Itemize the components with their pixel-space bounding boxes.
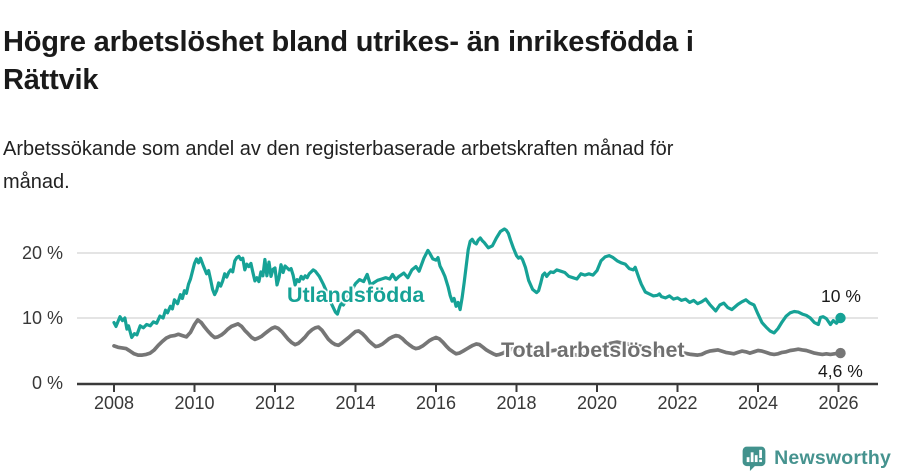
speech-bubble-shape xyxy=(742,446,766,471)
x-axis-tick-label: 2020 xyxy=(576,393,618,413)
x-axis-tick-label: 2026 xyxy=(818,393,859,413)
series-label-total: Total arbetslöshet xyxy=(501,338,685,362)
page-title: Högre arbetslöshet bland utrikes- än inr… xyxy=(3,23,873,99)
bar-glyph-1 xyxy=(746,457,750,463)
page-title-line2: Rättvik xyxy=(3,64,99,97)
end-value-label-total: 4,6 % xyxy=(818,361,863,381)
series-total-end-dot xyxy=(835,347,846,359)
x-axis-tick-label: 2016 xyxy=(415,393,457,413)
exclamation-bar xyxy=(759,449,763,458)
y-axis-tick-label: 0 % xyxy=(31,373,63,393)
newsworthy-logo-icon xyxy=(742,446,766,471)
series-utlandsfodda-end-dot xyxy=(835,312,846,324)
end-value-label-utlandsfodda: 10 % xyxy=(821,286,861,306)
x-axis-tick-label: 2008 xyxy=(93,393,135,413)
exclamation-dot xyxy=(759,459,763,463)
bar-glyph-2 xyxy=(750,452,754,463)
x-axis-tick-label: 2014 xyxy=(335,393,376,413)
x-axis-tick-label: 2012 xyxy=(254,393,296,413)
series-utlandsfodda-line xyxy=(112,227,843,340)
bar-glyph-3 xyxy=(754,455,758,463)
y-axis-tick-label: 10 % xyxy=(21,308,63,328)
x-axis-tick-label: 2024 xyxy=(737,393,779,413)
x-axis-tick-label: 2022 xyxy=(657,393,698,413)
page-subtitle-line2: månad. xyxy=(3,171,70,193)
page-subtitle-line1: Arbetssökande som andel av den registerb… xyxy=(3,138,674,160)
newsworthy-logo: Newsworthy xyxy=(741,445,891,471)
page-subtitle: Arbetssökande som andel av den registerb… xyxy=(3,133,843,199)
series-total-line xyxy=(112,318,843,357)
brand-name: Newsworthy xyxy=(774,446,891,469)
series-label-utlandsfodda: Utlandsfödda xyxy=(287,283,425,307)
y-axis-tick-label: 20 % xyxy=(21,243,63,263)
x-axis-tick-label: 2010 xyxy=(174,393,215,413)
page-title-line1: Högre arbetslöshet bland utrikes- än inr… xyxy=(3,26,694,59)
x-axis-tick-label: 2018 xyxy=(496,393,537,413)
